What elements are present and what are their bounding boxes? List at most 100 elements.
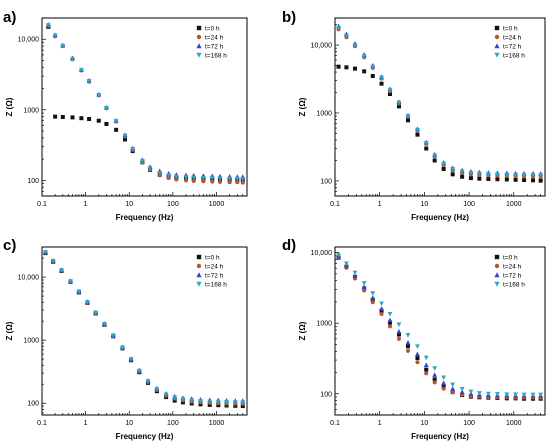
legend-label: t=0 h bbox=[205, 255, 220, 262]
data-point bbox=[530, 173, 536, 178]
data-point bbox=[387, 311, 393, 317]
data-point bbox=[166, 173, 172, 179]
data-point bbox=[232, 400, 238, 405]
x-tick-label: 0.1 bbox=[37, 201, 47, 208]
series-t168 bbox=[43, 250, 246, 405]
data-point bbox=[538, 178, 543, 183]
legend-label: t=0 h bbox=[205, 26, 220, 33]
data-point bbox=[102, 322, 107, 327]
data-point bbox=[198, 399, 203, 404]
data-point bbox=[494, 392, 500, 397]
data-point bbox=[191, 178, 196, 183]
y-tick-label: 1000 bbox=[316, 110, 332, 117]
data-point bbox=[450, 172, 455, 177]
data-point bbox=[352, 273, 358, 278]
plot-frame bbox=[334, 246, 546, 416]
data-point bbox=[432, 366, 438, 371]
data-point bbox=[423, 362, 429, 368]
legend-marker bbox=[494, 254, 500, 260]
data-point bbox=[396, 104, 401, 109]
y-tick-label: 10,000 bbox=[18, 275, 40, 282]
data-point bbox=[361, 281, 367, 286]
data-point bbox=[415, 356, 420, 361]
x-tick-label: 1000 bbox=[209, 420, 225, 427]
data-point bbox=[504, 172, 510, 178]
data-point bbox=[379, 311, 384, 316]
panel-label: d) bbox=[282, 237, 296, 254]
data-point bbox=[120, 345, 125, 351]
x-tick-label: 1000 bbox=[506, 420, 522, 427]
data-point bbox=[45, 23, 51, 28]
x-tick-label: 10 bbox=[125, 201, 133, 208]
data-point bbox=[468, 389, 474, 395]
data-point bbox=[201, 179, 206, 184]
data-point bbox=[240, 404, 245, 409]
legend-label: t=72 h bbox=[205, 44, 224, 51]
data-point bbox=[352, 270, 358, 276]
x-tick-label: 100 bbox=[167, 201, 179, 208]
data-point bbox=[139, 159, 145, 164]
data-point bbox=[441, 380, 447, 386]
data-point bbox=[405, 340, 411, 345]
legend-marker bbox=[494, 272, 500, 278]
data-point bbox=[477, 176, 482, 181]
legend-marker bbox=[494, 52, 500, 58]
data-point bbox=[217, 179, 222, 184]
data-point bbox=[361, 53, 367, 59]
data-point bbox=[361, 284, 367, 290]
data-point bbox=[130, 147, 136, 152]
data-point bbox=[379, 81, 384, 86]
data-point bbox=[50, 258, 56, 264]
x-tick-label: 100 bbox=[463, 420, 475, 427]
data-point bbox=[485, 172, 491, 177]
data-point bbox=[424, 367, 429, 372]
legend-marker bbox=[494, 281, 500, 287]
data-point bbox=[352, 43, 358, 48]
data-point bbox=[387, 87, 393, 93]
data-point bbox=[530, 392, 536, 398]
data-point bbox=[52, 33, 58, 39]
data-point bbox=[189, 398, 195, 403]
data-point bbox=[96, 118, 101, 123]
chart-panel-d: d) 0.1 1 10 100 1000 100 1000 10,000 Frequency (H… bbox=[282, 237, 546, 441]
series-t168 bbox=[45, 23, 246, 182]
data-point bbox=[538, 392, 544, 398]
y-tick-label: 100 bbox=[27, 178, 39, 185]
data-point bbox=[163, 392, 169, 398]
data-point bbox=[522, 178, 527, 183]
data-point bbox=[450, 386, 456, 391]
data-point bbox=[450, 167, 456, 172]
data-point bbox=[344, 65, 349, 70]
y-tick-label: 100 bbox=[320, 178, 332, 185]
data-point bbox=[396, 336, 401, 341]
data-point bbox=[432, 372, 438, 377]
data-point bbox=[336, 253, 341, 258]
data-point bbox=[157, 171, 163, 176]
data-point bbox=[370, 64, 376, 70]
x-axis-label: Frequency (Hz) bbox=[116, 213, 174, 222]
data-point bbox=[459, 386, 465, 392]
data-point bbox=[85, 300, 90, 305]
x-axis-label: Frequency (Hz) bbox=[411, 432, 469, 441]
plot-frame bbox=[41, 246, 248, 416]
legend-marker bbox=[196, 25, 202, 31]
data-point bbox=[145, 379, 151, 384]
data-point bbox=[370, 295, 376, 300]
data-point bbox=[513, 172, 519, 178]
data-point bbox=[424, 371, 429, 376]
legend-marker bbox=[196, 43, 202, 49]
data-point bbox=[432, 153, 438, 158]
series-t0 bbox=[336, 64, 543, 183]
y-tick-label: 10,000 bbox=[18, 37, 40, 44]
y-axis-label: Z (Ω) bbox=[298, 97, 307, 116]
series-t168 bbox=[336, 25, 544, 178]
legend-label: t=24 h bbox=[503, 35, 522, 42]
x-tick-label: 1000 bbox=[209, 201, 225, 208]
data-point bbox=[486, 176, 491, 181]
data-point bbox=[396, 328, 402, 334]
data-point bbox=[344, 33, 349, 39]
data-point bbox=[128, 357, 134, 362]
data-point bbox=[104, 106, 109, 111]
data-point bbox=[450, 382, 456, 388]
